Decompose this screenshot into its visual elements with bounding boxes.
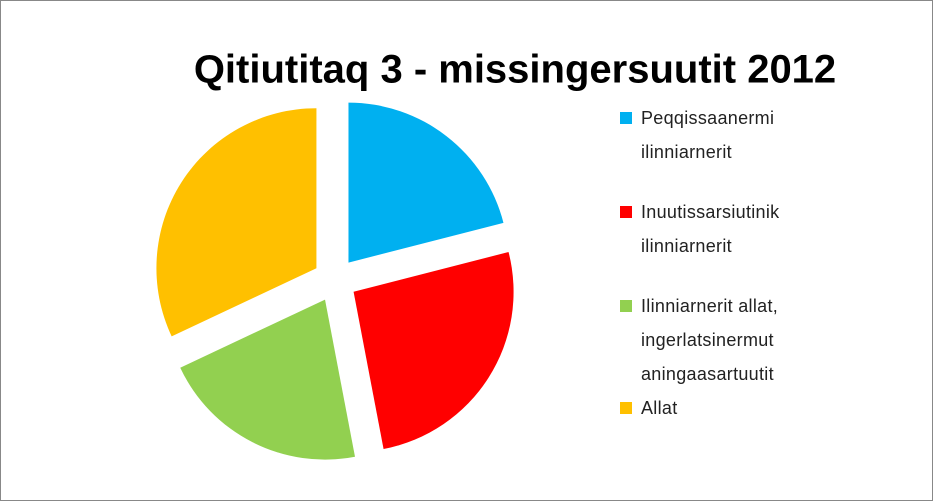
legend-label: Allat bbox=[641, 398, 678, 418]
legend: Peqqissaanermi ilinniarnerit Inuutissarsi… bbox=[620, 101, 820, 425]
chart-title: Qitiutitaq 3 - missingersuutit 2012 bbox=[194, 48, 836, 92]
legend-swatch bbox=[620, 300, 632, 312]
legend-label: Ilinniarnerit allat, ingerlatsinermut an… bbox=[641, 296, 779, 384]
legend-swatch bbox=[620, 206, 632, 218]
pie-slice bbox=[156, 108, 317, 337]
legend-entry: Ilinniarnerit allat, ingerlatsinermut an… bbox=[620, 289, 820, 391]
legend-swatch bbox=[620, 112, 632, 124]
legend-swatch bbox=[620, 402, 632, 414]
pie-slice bbox=[353, 251, 514, 449]
legend-label: Peqqissaanermi ilinniarnerit bbox=[641, 108, 775, 162]
legend-entry: Inuutissarsiutinik ilinniarnerit bbox=[620, 195, 820, 263]
legend-entry: Allat bbox=[620, 391, 820, 425]
legend-label: Inuutissarsiutinik ilinniarnerit bbox=[641, 202, 780, 256]
legend-entry: Peqqissaanermi ilinniarnerit bbox=[620, 101, 820, 169]
pie-slice bbox=[180, 299, 355, 460]
pie-slice bbox=[348, 102, 504, 263]
